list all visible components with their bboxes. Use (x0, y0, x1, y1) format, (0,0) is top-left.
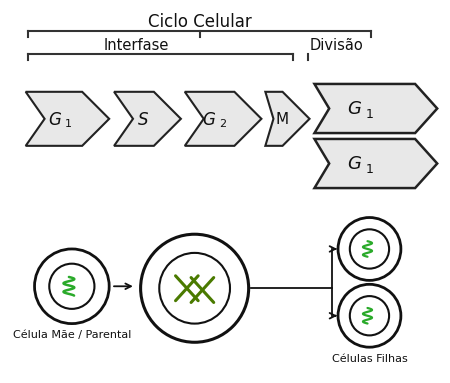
Text: G: G (347, 155, 361, 173)
Polygon shape (315, 139, 437, 188)
Polygon shape (185, 92, 261, 146)
Text: 1: 1 (65, 119, 72, 129)
Text: S: S (138, 111, 149, 129)
Text: 2: 2 (220, 119, 226, 129)
Polygon shape (266, 92, 310, 146)
Text: Interfase: Interfase (103, 38, 169, 52)
Text: Ciclo Celular: Ciclo Celular (148, 13, 252, 31)
Text: Células Filhas: Células Filhas (332, 354, 407, 364)
Text: Célula Mãe / Parental: Célula Mãe / Parental (13, 331, 131, 340)
Text: M: M (275, 112, 289, 127)
Text: G: G (347, 100, 361, 118)
Text: G: G (48, 111, 61, 129)
Text: 1: 1 (366, 108, 374, 121)
Text: Divisão: Divisão (310, 38, 363, 52)
Polygon shape (26, 92, 109, 146)
Text: G: G (202, 111, 216, 129)
Polygon shape (315, 84, 437, 133)
Text: 1: 1 (366, 163, 374, 176)
Polygon shape (114, 92, 181, 146)
